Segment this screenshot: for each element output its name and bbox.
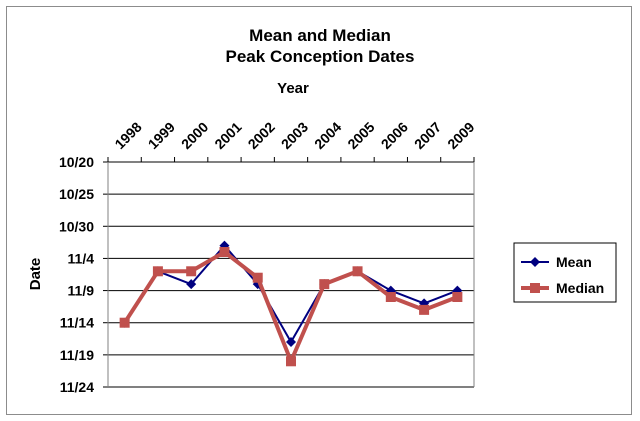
x-tick-label: 2009 [444,119,477,152]
x-axis-label: Year [277,80,309,97]
y-tick-label: 10/20 [59,154,94,170]
data-point-median [186,266,197,277]
chart-subtitle: Peak Conception Dates [226,47,415,66]
data-point-median [319,279,330,290]
data-point-median [419,304,430,315]
y-tick-label: 11/19 [60,347,94,363]
data-point-median [119,317,130,328]
data-point-median [452,292,463,302]
legend: Mean Median [513,242,617,303]
y-tick-label: 11/14 [60,315,94,331]
legend-marker-median [530,283,540,293]
y-tick-label: 11/24 [60,379,94,395]
y-tick-label: 10/30 [59,218,94,234]
x-tick-label: 1998 [111,119,144,152]
data-point-median [286,356,296,367]
x-tick-label: 2000 [178,119,211,152]
x-tick-label: 2001 [211,119,244,152]
data-point-mean [286,337,296,347]
legend-box [513,242,617,303]
legend-marker-mean [530,257,540,267]
y-tick-label: 10/25 [59,186,94,202]
data-point-median [219,247,230,257]
legend-label-mean: Mean [556,254,592,270]
y-tick-label: 11/4 [68,250,95,266]
data-point-median [152,266,163,277]
data-point-mean [186,279,197,290]
chart-title: Mean and Median [249,26,391,45]
y-axis-label: Date [27,258,44,291]
data-point-median [352,266,363,277]
plot-area: 10/20 10/25 10/30 11/4 11/9 11/14 11/19 11/24 19… [59,119,478,395]
x-tick-label: 2006 [378,119,411,152]
x-tick-label: 2007 [411,119,444,152]
y-tick-label: 11/9 [68,283,95,299]
data-point-median [252,272,263,283]
x-tick-label: 2005 [344,119,377,152]
x-tick-label: 2004 [311,119,344,152]
data-point-median [385,292,396,302]
x-tick-label: 2003 [278,119,311,152]
legend-label-median: Median [556,280,604,296]
x-tick-label: 1999 [145,119,178,152]
x-tick-label: 2002 [245,119,278,152]
